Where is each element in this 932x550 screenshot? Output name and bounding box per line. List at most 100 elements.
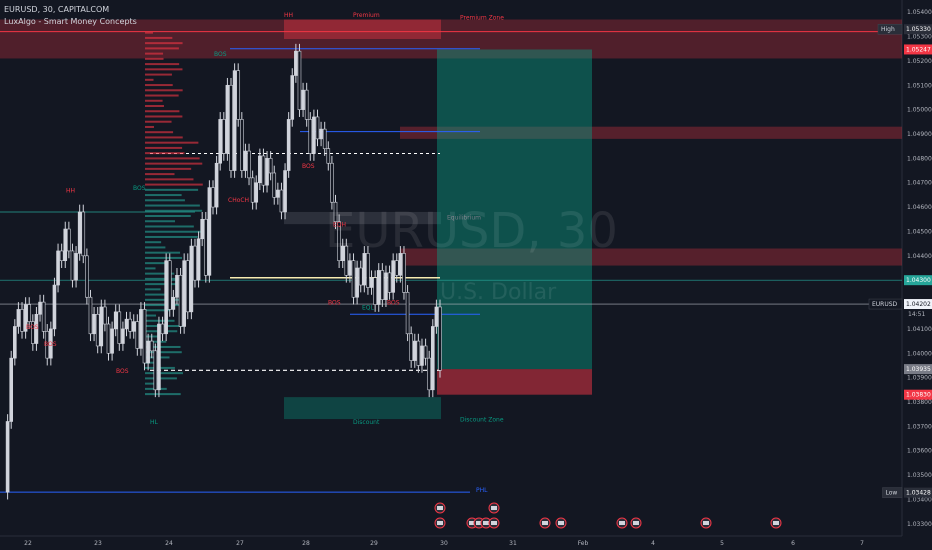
candle-body[interactable] bbox=[146, 340, 150, 364]
candle-body[interactable] bbox=[13, 326, 17, 359]
candle-body[interactable] bbox=[358, 267, 363, 286]
candle-body[interactable] bbox=[49, 328, 53, 359]
candle-body[interactable] bbox=[301, 89, 305, 110]
candle-body[interactable] bbox=[203, 218, 208, 276]
candle-body[interactable] bbox=[38, 301, 42, 315]
candle-body[interactable] bbox=[211, 187, 215, 208]
candle-body[interactable] bbox=[149, 340, 154, 352]
candle-body[interactable] bbox=[369, 277, 374, 288]
candle-body[interactable] bbox=[81, 211, 86, 257]
economic-event-icon[interactable] bbox=[488, 517, 500, 529]
candle-body[interactable] bbox=[423, 345, 428, 359]
candle-body[interactable] bbox=[9, 357, 14, 422]
candle-body[interactable] bbox=[434, 306, 439, 327]
candle-body[interactable] bbox=[128, 318, 132, 332]
candle-body[interactable] bbox=[229, 84, 233, 171]
indicator-title[interactable]: LuxAlgo - Smart Money Concepts bbox=[4, 17, 137, 26]
candle-body[interactable] bbox=[412, 340, 417, 361]
price-marker[interactable]: 1.05330 High bbox=[877, 23, 932, 35]
candle-body[interactable] bbox=[124, 318, 129, 330]
candle-body[interactable] bbox=[351, 260, 356, 298]
candle-body[interactable] bbox=[247, 150, 251, 179]
candle-body[interactable] bbox=[92, 313, 96, 335]
candle-body[interactable] bbox=[297, 50, 302, 110]
candle-body[interactable] bbox=[16, 309, 21, 327]
economic-event-icon[interactable] bbox=[434, 517, 446, 529]
candle-body[interactable] bbox=[67, 228, 71, 252]
candle-body[interactable] bbox=[23, 304, 28, 332]
candle-body[interactable] bbox=[391, 260, 395, 293]
price-marker[interactable]: 1.03428 Low bbox=[882, 487, 932, 498]
candle-body[interactable] bbox=[402, 253, 406, 293]
candle-body[interactable] bbox=[193, 245, 197, 281]
candle-body[interactable] bbox=[200, 218, 204, 240]
candle-body[interactable] bbox=[272, 172, 277, 198]
candle-body[interactable] bbox=[153, 350, 158, 391]
candle-body[interactable] bbox=[167, 260, 172, 310]
candle-body[interactable] bbox=[290, 75, 295, 120]
candle-body[interactable] bbox=[34, 313, 39, 344]
candle-body[interactable] bbox=[59, 250, 64, 261]
candle-body[interactable] bbox=[110, 328, 114, 354]
candle-body[interactable] bbox=[232, 70, 237, 171]
candle-body[interactable] bbox=[340, 245, 345, 261]
candle-body[interactable] bbox=[70, 250, 75, 281]
candle-body[interactable] bbox=[236, 70, 241, 120]
candle-body[interactable] bbox=[398, 253, 403, 276]
candle-body[interactable] bbox=[355, 267, 359, 298]
candles[interactable] bbox=[5, 43, 442, 500]
candle-body[interactable] bbox=[265, 158, 269, 186]
candle-body[interactable] bbox=[315, 116, 320, 140]
price-marker[interactable]: 1.04300 bbox=[904, 275, 932, 286]
candle-body[interactable] bbox=[41, 301, 46, 332]
candle-body[interactable] bbox=[312, 116, 316, 154]
candle-body[interactable] bbox=[31, 321, 35, 344]
candle-body[interactable] bbox=[366, 253, 370, 288]
candle-body[interactable] bbox=[240, 119, 244, 171]
candle-body[interactable] bbox=[294, 50, 298, 76]
candle-body[interactable] bbox=[409, 333, 413, 361]
candle-body[interactable] bbox=[182, 260, 186, 327]
candle-body[interactable] bbox=[74, 253, 78, 281]
candle-body[interactable] bbox=[286, 119, 291, 171]
economic-event-icon[interactable] bbox=[488, 502, 500, 514]
candle-body[interactable] bbox=[5, 421, 10, 493]
candle-body[interactable] bbox=[222, 119, 226, 154]
candle-body[interactable] bbox=[113, 311, 118, 330]
candle-body[interactable] bbox=[142, 309, 147, 364]
candle-body[interactable] bbox=[438, 306, 442, 371]
economic-events[interactable] bbox=[434, 502, 782, 529]
candle-body[interactable] bbox=[384, 272, 388, 300]
candle-body[interactable] bbox=[430, 326, 435, 391]
candle-body[interactable] bbox=[261, 155, 266, 186]
candle-body[interactable] bbox=[268, 158, 273, 174]
candle-body[interactable] bbox=[308, 119, 313, 154]
price-marker[interactable]: 1.05247 bbox=[904, 44, 932, 55]
candle-body[interactable] bbox=[330, 162, 334, 203]
candle-body[interactable] bbox=[175, 275, 179, 298]
candle-body[interactable] bbox=[160, 323, 165, 335]
candle-body[interactable] bbox=[258, 155, 262, 184]
candle-body[interactable] bbox=[214, 162, 219, 208]
candle-body[interactable] bbox=[103, 306, 107, 325]
candle-body[interactable] bbox=[376, 270, 381, 305]
candle-body[interactable] bbox=[106, 323, 111, 354]
candle-body[interactable] bbox=[77, 211, 82, 254]
economic-event-icon[interactable] bbox=[434, 502, 446, 514]
economic-event-icon[interactable] bbox=[630, 517, 642, 529]
candle-body[interactable] bbox=[276, 189, 280, 198]
candle-body[interactable] bbox=[178, 275, 183, 327]
candle-body[interactable] bbox=[337, 221, 341, 261]
candle-body[interactable] bbox=[405, 292, 410, 335]
price-marker[interactable]: 1.03830 bbox=[904, 389, 932, 400]
candle-body[interactable] bbox=[88, 296, 93, 335]
candle-body[interactable] bbox=[387, 272, 392, 293]
time-axis[interactable]: 22 23 24 27 28 29 30 31 Feb 4 5 6 7 bbox=[24, 540, 864, 547]
candle-body[interactable] bbox=[131, 321, 136, 332]
candle-body[interactable] bbox=[99, 306, 104, 347]
candle-body[interactable] bbox=[283, 170, 287, 213]
candle-body[interactable] bbox=[189, 245, 194, 313]
price-marker[interactable]: 1.04202 EURUSD 14:51 bbox=[868, 298, 932, 319]
candle-body[interactable] bbox=[394, 260, 399, 276]
candle-body[interactable] bbox=[416, 340, 421, 366]
